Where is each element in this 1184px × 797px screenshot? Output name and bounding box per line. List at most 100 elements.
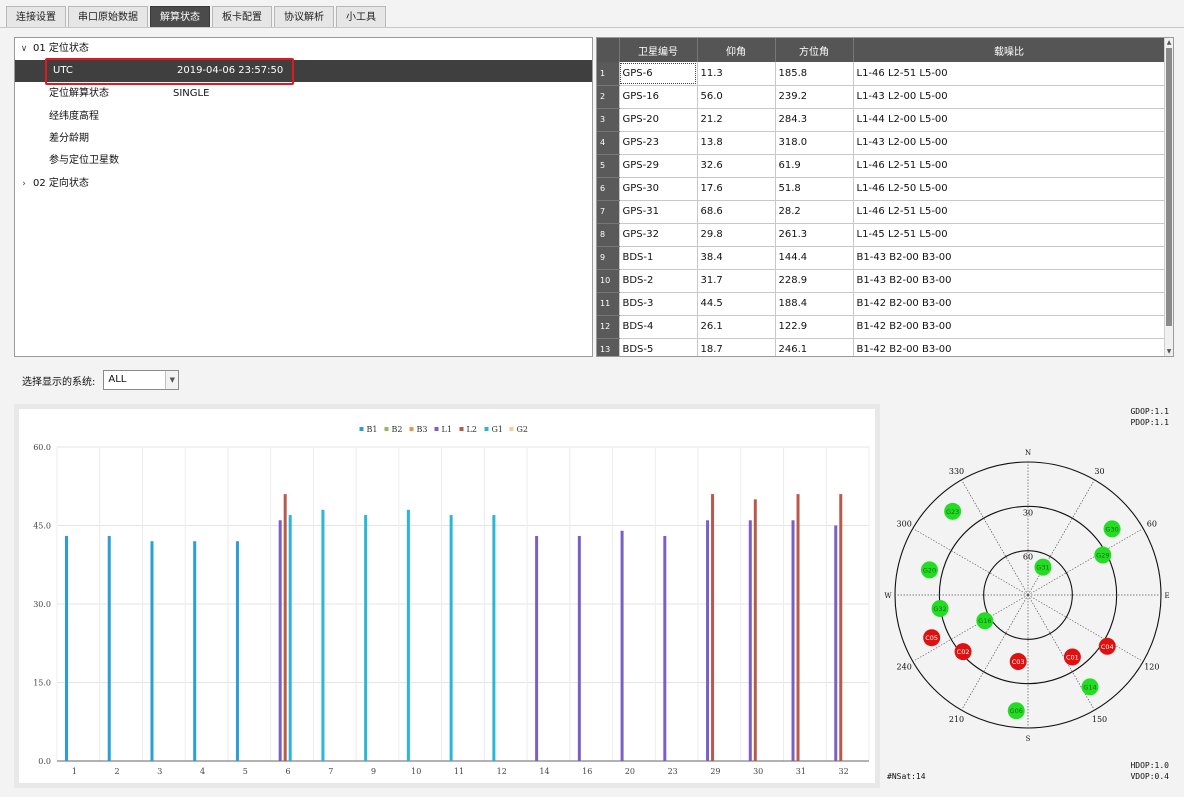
elevation-cell[interactable]: 11.3 — [697, 62, 776, 86]
azimuth-cell[interactable]: 284.3 — [775, 108, 854, 132]
elevation-cell[interactable]: 18.7 — [697, 338, 776, 356]
snr-cell[interactable]: B1-43 B2-00 B3-00 — [853, 269, 1166, 293]
table-row[interactable]: 10 BDS-2 31.7 228.9 B1-43 B2-00 B3-00 — [597, 269, 1166, 293]
azimuth-cell[interactable]: 246.1 — [775, 338, 854, 356]
elevation-cell[interactable]: 68.6 — [697, 200, 776, 224]
satellite-marker-g20[interactable]: G20 — [920, 561, 938, 579]
table-row[interactable]: 9 BDS-1 38.4 144.4 B1-43 B2-00 B3-00 — [597, 246, 1166, 270]
table-row[interactable]: 4 GPS-23 13.8 318.0 L1-43 L2-00 L5-00 — [597, 131, 1166, 155]
chevron-right-icon[interactable]: › — [22, 179, 26, 189]
row-number-cell[interactable]: 1 — [597, 62, 620, 86]
table-row[interactable]: 7 GPS-31 68.6 28.2 L1-46 L2-51 L5-00 — [597, 200, 1166, 224]
tree-node-orientation-status[interactable]: › 02 定向状态 — [15, 173, 592, 195]
table-row[interactable]: 6 GPS-30 17.6 51.8 L1-46 L2-50 L5-00 — [597, 177, 1166, 201]
satellite-marker-g30[interactable]: G30 — [1103, 520, 1121, 538]
row-number-cell[interactable]: 8 — [597, 223, 620, 247]
elevation-cell[interactable]: 29.8 — [697, 223, 776, 247]
satellite-marker-c04[interactable]: C04 — [1098, 637, 1116, 655]
table-row[interactable]: 2 GPS-16 56.0 239.2 L1-43 L2-00 L5-00 — [597, 85, 1166, 109]
azimuth-cell[interactable]: 144.4 — [775, 246, 854, 270]
elevation-cell[interactable]: 21.2 — [697, 108, 776, 132]
elevation-cell[interactable]: 31.7 — [697, 269, 776, 293]
tab-solution-status[interactable]: 解算状态 — [150, 6, 210, 28]
snr-cell[interactable]: L1-43 L2-00 L5-00 — [853, 85, 1166, 109]
col-header-snr[interactable]: 载噪比 — [853, 38, 1166, 62]
row-number-cell[interactable]: 10 — [597, 269, 620, 293]
satellite-marker-g29[interactable]: G29 — [1094, 546, 1112, 564]
sat-id-cell[interactable]: GPS-20 — [619, 108, 698, 132]
sat-id-cell[interactable]: BDS-4 — [619, 315, 698, 339]
table-row[interactable]: 11 BDS-3 44.5 188.4 B1-42 B2-00 B3-00 — [597, 292, 1166, 316]
table-scrollbar[interactable]: ▲ ▼ — [1164, 38, 1173, 356]
col-header-azimuth[interactable]: 方位角 — [775, 38, 854, 62]
azimuth-cell[interactable]: 318.0 — [775, 131, 854, 155]
azimuth-cell[interactable]: 185.8 — [775, 62, 854, 86]
elevation-cell[interactable]: 26.1 — [697, 315, 776, 339]
tab-connection-settings[interactable]: 连接设置 — [6, 6, 66, 28]
satellite-marker-g06[interactable]: G06 — [1007, 702, 1025, 720]
satellite-marker-g31[interactable]: G31 — [1034, 558, 1052, 576]
table-row[interactable]: 12 BDS-4 26.1 122.9 B1-42 B2-00 B3-00 — [597, 315, 1166, 339]
satellite-marker-g14[interactable]: G14 — [1081, 678, 1099, 696]
satellite-table-panel[interactable]: 卫星编号 仰角 方位角 载噪比 1 GPS-6 11.3 185.8 L1-46 L2-… — [596, 37, 1174, 357]
row-number-cell[interactable]: 4 — [597, 131, 620, 155]
sat-id-cell[interactable]: GPS-6 — [619, 62, 698, 86]
elevation-cell[interactable]: 32.6 — [697, 154, 776, 178]
sat-id-cell[interactable]: BDS-2 — [619, 269, 698, 293]
snr-cell[interactable]: L1-46 L2-50 L5-00 — [853, 177, 1166, 201]
row-number-cell[interactable]: 13 — [597, 338, 620, 356]
tab-tools[interactable]: 小工具 — [336, 6, 386, 28]
snr-cell[interactable]: B1-42 B2-00 B3-00 — [853, 338, 1166, 356]
azimuth-cell[interactable]: 61.9 — [775, 154, 854, 178]
scrollbar-thumb[interactable] — [1166, 48, 1172, 326]
sat-id-cell[interactable]: GPS-31 — [619, 200, 698, 224]
sat-id-cell[interactable]: GPS-32 — [619, 223, 698, 247]
snr-cell[interactable]: L1-46 L2-51 L5-00 — [853, 200, 1166, 224]
scroll-up-icon[interactable]: ▲ — [1166, 39, 1172, 46]
azimuth-cell[interactable]: 239.2 — [775, 85, 854, 109]
dropdown-arrow-icon[interactable]: ▼ — [165, 371, 179, 389]
tree-row-solution-state[interactable]: 定位解算状态 SINGLE — [15, 83, 592, 105]
row-number-cell[interactable]: 3 — [597, 108, 620, 132]
row-number-cell[interactable]: 11 — [597, 292, 620, 316]
snr-cell[interactable]: L1-43 L2-00 L5-00 — [853, 131, 1166, 155]
row-number-cell[interactable]: 12 — [597, 315, 620, 339]
elevation-cell[interactable]: 13.8 — [697, 131, 776, 155]
elevation-cell[interactable]: 44.5 — [697, 292, 776, 316]
tree-node-positioning-status[interactable]: ∨ 01 定位状态 — [15, 38, 592, 60]
tree-row-diff-age[interactable]: 差分龄期 — [15, 128, 592, 150]
satellite-marker-c05[interactable]: C05 — [923, 629, 941, 647]
tree-row-sat-count[interactable]: 参与定位卫星数 — [15, 150, 592, 172]
sat-id-cell[interactable]: GPS-23 — [619, 131, 698, 155]
satellite-marker-c01[interactable]: C01 — [1063, 648, 1081, 666]
chevron-down-icon[interactable]: ∨ — [20, 44, 28, 54]
azimuth-cell[interactable]: 122.9 — [775, 315, 854, 339]
snr-cell[interactable]: B1-43 B2-00 B3-00 — [853, 246, 1166, 270]
snr-cell[interactable]: B1-42 B2-00 B3-00 — [853, 292, 1166, 316]
snr-cell[interactable]: B1-42 B2-00 B3-00 — [853, 315, 1166, 339]
snr-cell[interactable]: L1-46 L2-51 L5-00 — [853, 62, 1166, 86]
col-header-elevation[interactable]: 仰角 — [697, 38, 776, 62]
elevation-cell[interactable]: 17.6 — [697, 177, 776, 201]
azimuth-cell[interactable]: 261.3 — [775, 223, 854, 247]
azimuth-cell[interactable]: 228.9 — [775, 269, 854, 293]
satellite-marker-c02[interactable]: C02 — [954, 643, 972, 661]
sat-id-cell[interactable]: BDS-1 — [619, 246, 698, 270]
azimuth-cell[interactable]: 28.2 — [775, 200, 854, 224]
row-number-cell[interactable]: 2 — [597, 85, 620, 109]
table-row[interactable]: 8 GPS-32 29.8 261.3 L1-45 L2-51 L5-00 — [597, 223, 1166, 247]
table-row[interactable]: 3 GPS-20 21.2 284.3 L1-44 L2-00 L5-00 — [597, 108, 1166, 132]
sat-id-cell[interactable]: GPS-30 — [619, 177, 698, 201]
row-number-cell[interactable]: 9 — [597, 246, 620, 270]
row-number-cell[interactable]: 6 — [597, 177, 620, 201]
tab-serial-raw-data[interactable]: 串口原始数据 — [68, 6, 148, 28]
sat-id-cell[interactable]: BDS-3 — [619, 292, 698, 316]
snr-cell[interactable]: L1-46 L2-51 L5-00 — [853, 154, 1166, 178]
azimuth-cell[interactable]: 51.8 — [775, 177, 854, 201]
azimuth-cell[interactable]: 188.4 — [775, 292, 854, 316]
sat-id-cell[interactable]: BDS-5 — [619, 338, 698, 356]
tree-row-utc[interactable]: UTC 2019-04-06 23:57:50 — [15, 60, 592, 82]
satellite-marker-g16[interactable]: G16 — [976, 612, 994, 630]
scroll-down-icon[interactable]: ▼ — [1166, 348, 1172, 355]
table-row[interactable]: 13 BDS-5 18.7 246.1 B1-42 B2-00 B3-00 — [597, 338, 1166, 356]
